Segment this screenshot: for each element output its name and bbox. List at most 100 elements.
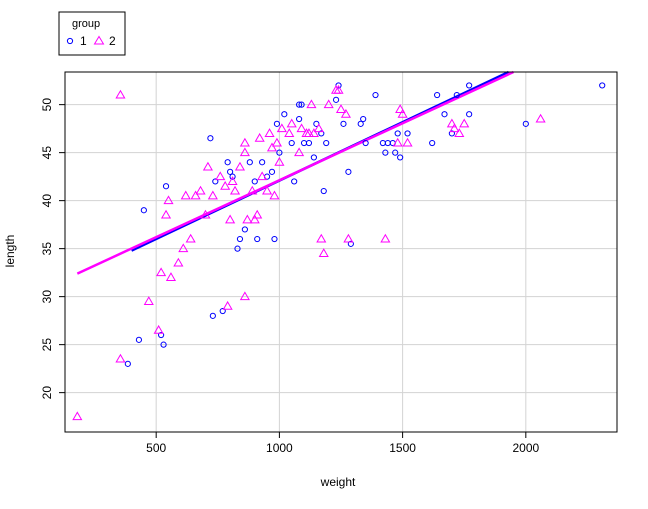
data-point-series-1	[397, 154, 404, 161]
data-point-series-1	[135, 336, 143, 343]
data-point-series-2	[286, 118, 297, 128]
data-point-series-1	[298, 101, 305, 108]
data-point-series-1	[441, 111, 448, 118]
data-point-series-1	[288, 139, 295, 147]
data-point-series-2	[397, 108, 408, 118]
data-point-series-1	[268, 168, 276, 175]
data-point-series-2	[115, 353, 126, 363]
data-point-series-2	[323, 99, 334, 109]
data-point-series-1	[212, 178, 219, 185]
data-point-series-2	[343, 233, 354, 243]
data-point-series-2	[160, 209, 172, 219]
data-point-series-1	[276, 149, 283, 156]
data-points	[72, 82, 606, 421]
data-point-series-2	[446, 118, 457, 128]
data-point-series-1	[296, 115, 303, 123]
data-point-series-2	[222, 300, 233, 310]
data-point-series-2	[215, 171, 226, 181]
data-point-series-1	[236, 235, 244, 243]
data-point-series-1	[347, 240, 354, 247]
data-point-series-2	[225, 214, 236, 224]
data-point-series-2	[143, 296, 154, 305]
y-tick-label: 45	[40, 146, 54, 160]
grid	[65, 72, 617, 432]
data-point-series-1	[357, 120, 364, 127]
data-point-series-2	[227, 176, 238, 185]
data-point-series-2	[239, 137, 250, 147]
data-point-series-1	[394, 130, 401, 137]
data-point-series-1	[254, 235, 261, 243]
data-point-series-2	[296, 123, 307, 133]
data-point-series-2	[190, 190, 201, 200]
data-point-series-1	[434, 91, 441, 99]
data-point-series-2	[257, 171, 268, 181]
data-point-series-2	[318, 248, 329, 257]
data-point-series-1	[323, 139, 330, 147]
data-point-series-2	[340, 108, 351, 118]
data-point-series-1	[320, 187, 327, 195]
data-point-series-1	[271, 235, 278, 243]
data-point-series-2	[220, 180, 231, 190]
data-point-series-1	[291, 178, 298, 185]
data-point-series-1	[207, 135, 214, 142]
data-point-series-1	[379, 139, 386, 147]
data-point-series-1	[404, 130, 411, 137]
data-point-series-1	[300, 139, 308, 147]
data-point-series-2	[247, 185, 258, 195]
data-point-series-2	[454, 128, 465, 137]
data-point-series-2	[207, 190, 218, 200]
data-point-series-2	[264, 128, 275, 137]
data-point-series-2	[242, 214, 253, 224]
data-point-series-2	[395, 104, 406, 113]
data-point-series-1	[448, 130, 455, 137]
data-point-series-1	[224, 159, 231, 166]
legend-title: group	[72, 18, 100, 30]
data-point-series-1	[522, 120, 529, 127]
data-point-series-1	[599, 82, 606, 89]
data-point-series-2	[229, 185, 241, 195]
x-tick-label: 1500	[389, 441, 416, 455]
data-point-series-1	[246, 159, 253, 166]
data-point-series-1	[234, 245, 241, 252]
data-point-series-2	[72, 411, 83, 421]
data-point-series-2	[294, 147, 305, 157]
data-point-series-2	[449, 123, 460, 133]
legend-label-series-1: 1	[80, 34, 87, 48]
y-axis-title: length	[3, 235, 17, 268]
data-point-series-1	[332, 96, 340, 103]
y-tick-label: 30	[40, 290, 54, 304]
data-point-series-2	[254, 132, 265, 142]
data-point-series-2	[276, 123, 287, 133]
data-point-series-1	[362, 139, 369, 147]
data-point-series-2	[239, 291, 250, 301]
data-point-series-2	[392, 137, 403, 147]
legend-marker-circle	[66, 37, 74, 45]
data-point-series-1	[229, 173, 236, 180]
legend-box	[58, 11, 126, 56]
data-point-series-2	[153, 324, 164, 334]
data-point-series-1	[466, 111, 473, 118]
data-point-series-2	[200, 209, 211, 219]
data-point-series-1	[259, 159, 266, 166]
data-point-series-2	[335, 104, 347, 113]
fit-lines	[76, 70, 515, 275]
data-point-series-2	[249, 214, 260, 224]
fit-line-series-2	[76, 70, 515, 275]
data-point-series-1	[124, 360, 131, 367]
data-point-series-1	[340, 120, 347, 127]
data-point-series-2	[284, 128, 295, 137]
data-point-series-2	[115, 89, 126, 99]
y-tick-label: 50	[40, 98, 54, 112]
data-point-series-1	[241, 226, 248, 233]
data-point-series-2	[202, 161, 213, 171]
data-point-series-1	[382, 149, 389, 156]
x-axis-title: weight	[320, 475, 356, 489]
data-point-series-2	[303, 128, 315, 137]
x-tick-label: 2000	[512, 441, 539, 455]
data-point-series-1	[219, 307, 226, 315]
data-point-series-1	[429, 139, 436, 147]
data-point-series-1	[273, 120, 281, 127]
data-point-series-2	[459, 118, 470, 128]
